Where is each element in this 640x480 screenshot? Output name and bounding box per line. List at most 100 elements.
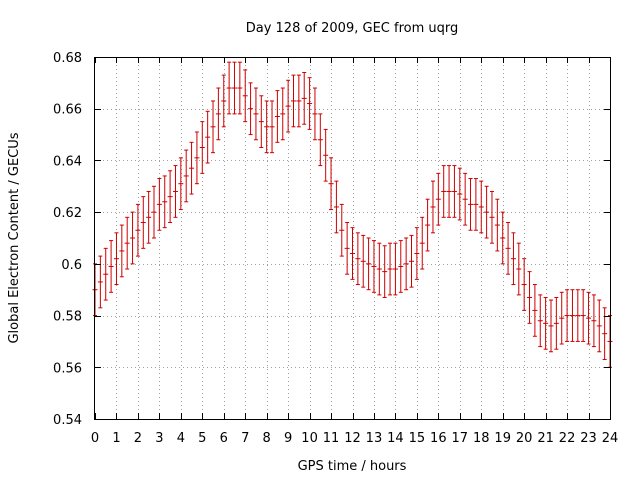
x-tick-label: 16 bbox=[430, 431, 447, 446]
error-bar bbox=[462, 172, 468, 226]
error-bar bbox=[269, 100, 275, 154]
error-bar bbox=[264, 100, 270, 154]
error-bar bbox=[371, 240, 377, 293]
error-bar bbox=[307, 77, 313, 130]
error-bar bbox=[484, 185, 490, 239]
error-bar bbox=[360, 234, 366, 288]
y-tick-label: 0.54 bbox=[53, 413, 82, 428]
x-tick-label: 13 bbox=[366, 431, 383, 446]
x-tick-label: 22 bbox=[559, 431, 576, 446]
x-tick-label: 4 bbox=[177, 431, 185, 446]
x-tick-label: 7 bbox=[241, 431, 249, 446]
error-bar bbox=[510, 232, 516, 286]
x-tick-label: 11 bbox=[323, 431, 340, 446]
x-tick-label: 9 bbox=[284, 431, 292, 446]
plot-frame bbox=[94, 57, 611, 420]
x-tick-label: 14 bbox=[387, 431, 404, 446]
error-bar bbox=[553, 296, 559, 350]
error-bar bbox=[312, 87, 318, 141]
error-bar bbox=[473, 178, 479, 231]
error-bar bbox=[237, 61, 243, 115]
error-bar bbox=[430, 180, 436, 234]
x-axis-label: GPS time / hours bbox=[298, 459, 407, 474]
error-bar bbox=[172, 165, 178, 218]
error-bar bbox=[221, 74, 227, 128]
x-tick-label: 12 bbox=[344, 431, 361, 446]
y-tick-label: 0.58 bbox=[53, 310, 82, 325]
x-tick-label: 2 bbox=[134, 431, 142, 446]
error-bar bbox=[103, 247, 109, 301]
x-tick-label: 18 bbox=[473, 431, 490, 446]
error-bar bbox=[505, 221, 511, 275]
error-bar bbox=[494, 198, 500, 252]
error-bar bbox=[215, 87, 221, 141]
error-bar bbox=[199, 121, 205, 174]
error-bar bbox=[527, 271, 533, 324]
error-bar bbox=[167, 170, 173, 223]
error-bar bbox=[226, 61, 232, 115]
error-bar bbox=[586, 291, 592, 345]
x-tick-label: 0 bbox=[91, 431, 99, 446]
error-bar bbox=[162, 175, 168, 229]
error-bar bbox=[146, 190, 152, 244]
error-bar bbox=[350, 227, 355, 280]
error-bar bbox=[189, 141, 195, 195]
y-tick-label: 0.6 bbox=[61, 258, 82, 273]
error-bar bbox=[548, 299, 554, 353]
x-tick-label: 1 bbox=[112, 431, 120, 446]
error-bar bbox=[178, 157, 184, 211]
error-bar bbox=[119, 224, 125, 278]
error-bar bbox=[468, 178, 474, 231]
error-bar bbox=[183, 149, 189, 203]
x-tick-label: 6 bbox=[220, 431, 228, 446]
error-bar bbox=[392, 242, 398, 296]
error-bar bbox=[323, 128, 329, 182]
error-bar bbox=[124, 216, 130, 270]
error-bar bbox=[344, 221, 350, 275]
error-bar bbox=[602, 307, 608, 361]
error-bar bbox=[328, 157, 334, 211]
error-bar bbox=[559, 291, 565, 345]
error-bar bbox=[333, 180, 339, 234]
error-bar bbox=[569, 289, 575, 342]
error-bar bbox=[248, 82, 254, 136]
error-bar bbox=[210, 100, 216, 154]
x-tick-label: 10 bbox=[301, 431, 318, 446]
error-bar bbox=[457, 167, 463, 221]
error-bar bbox=[596, 299, 602, 353]
error-bar bbox=[376, 242, 382, 296]
error-bar bbox=[414, 227, 420, 280]
error-bar bbox=[451, 165, 457, 218]
axes: 0 1 2 3 4 5 6 7 8 9 10 11 12 13 14 15 16 17 18 19 20 21 22 23 24… bbox=[53, 51, 618, 446]
y-tick-label: 0.66 bbox=[53, 103, 82, 118]
error-bar bbox=[258, 95, 264, 148]
y-tick-label: 0.64 bbox=[53, 154, 82, 169]
error-bar bbox=[446, 165, 452, 218]
error-bar bbox=[151, 185, 157, 239]
y-tick-label: 0.62 bbox=[53, 206, 82, 221]
x-tick-label: 5 bbox=[198, 431, 206, 446]
error-bar bbox=[242, 69, 248, 123]
error-bar bbox=[301, 72, 307, 125]
chart-title: Day 128 of 2009, GEC from uqrg bbox=[246, 21, 459, 36]
error-bar bbox=[290, 74, 296, 128]
error-bar bbox=[194, 131, 200, 185]
error-bar bbox=[140, 196, 146, 249]
error-bar bbox=[441, 165, 447, 218]
error-bar bbox=[280, 87, 286, 141]
error-bar bbox=[564, 289, 570, 342]
error-bar bbox=[135, 203, 141, 257]
x-tick-label: 15 bbox=[409, 431, 426, 446]
error-bar bbox=[274, 90, 280, 143]
error-bar bbox=[113, 232, 119, 286]
error-bar-series bbox=[92, 61, 613, 368]
error-bar bbox=[419, 216, 425, 270]
error-bar bbox=[489, 190, 495, 244]
x-tick-label: 17 bbox=[452, 431, 469, 446]
error-bar bbox=[532, 284, 538, 337]
error-bar bbox=[591, 294, 597, 348]
error-bar bbox=[130, 211, 136, 265]
error-bar bbox=[317, 113, 323, 167]
y-axis-label: Global Electron Content / GECUs bbox=[7, 132, 22, 343]
